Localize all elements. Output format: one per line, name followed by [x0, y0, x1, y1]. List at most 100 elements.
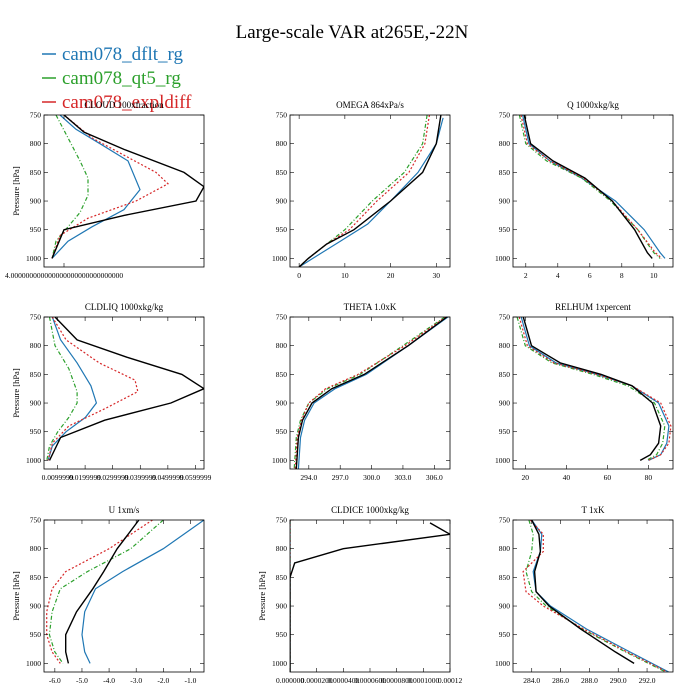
y-tick-label: 750	[276, 313, 288, 322]
series-line-cam078_expldiff	[298, 115, 430, 267]
panel-2: Q 1000xkg/kg 750 800 850 900 950 1000 2 4 6 8 10	[495, 100, 674, 280]
series-line-obs	[295, 317, 448, 469]
series-line-obs	[48, 317, 204, 461]
y-tick-label: 850	[30, 573, 42, 582]
x-tick-label: 300.0	[363, 473, 380, 482]
plot-frame	[512, 114, 674, 268]
y-tick-label: 900	[499, 197, 511, 206]
y-axis-label: Pressure [hPa]	[257, 571, 267, 621]
series-line-cam078_dflt_rg	[298, 117, 444, 267]
x-tick-label: 0	[297, 271, 301, 280]
x-tick-label: 30	[433, 271, 441, 280]
x-tick-label: -3.0	[130, 676, 142, 685]
series-line-cam078_expldiff	[522, 520, 668, 672]
series-line-obs	[531, 520, 635, 664]
plot-frame	[289, 519, 451, 673]
y-tick-label: 750	[499, 313, 511, 322]
y-tick-label: 900	[30, 399, 42, 408]
x-tick-label: 288.0	[581, 676, 598, 685]
y-tick-label: 850	[499, 370, 511, 379]
x-tick-label: 292.0	[639, 676, 656, 685]
x-tick-label: 20	[522, 473, 530, 482]
y-tick-label: 950	[276, 225, 288, 234]
x-tick-label: -1.0	[185, 676, 197, 685]
y-tick-label: 750	[499, 111, 511, 120]
y-tick-label: 750	[30, 313, 42, 322]
panel-5: RELHUM 1xpercent 750 800 850 900 950 1000 20 40 6…	[495, 302, 674, 482]
x-tick-label: 4.000000000000000000000000000000	[5, 271, 123, 280]
panel-4: THETA 1.0xK 750 800 850 900 950 1000 294.0 297.0…	[272, 302, 451, 482]
plot-frame	[43, 519, 205, 673]
series-line-cam078_expldiff	[46, 520, 153, 664]
figure-title: Large-scale VAR at265E,-22N	[236, 22, 469, 43]
series-line-cam078_dflt_rg	[531, 520, 669, 672]
y-tick-label: 1000	[26, 659, 41, 668]
series-line-cam078_dflt_rg	[520, 317, 670, 461]
plot-frame	[289, 316, 451, 470]
x-tick-label: 4	[556, 271, 560, 280]
y-tick-label: 900	[276, 399, 288, 408]
x-tick-label: -5.0	[76, 676, 88, 685]
x-tick-label: -4.0	[103, 676, 115, 685]
series-line-cam078_qt5_rg	[298, 115, 428, 267]
x-tick-label: 10	[341, 271, 349, 280]
y-tick-label: 850	[499, 168, 511, 177]
series-line-obs	[51, 115, 204, 259]
y-tick-label: 750	[276, 516, 288, 525]
y-tick-label: 850	[276, 573, 288, 582]
series-line-obs	[298, 115, 442, 267]
y-tick-label: 750	[30, 516, 42, 525]
y-tick-label: 800	[499, 139, 511, 148]
x-tick-label: 294.0	[300, 473, 317, 482]
series-line-cam078_dflt_rg	[47, 317, 98, 461]
y-tick-label: 1000	[26, 456, 41, 465]
x-tick-label: 0.0599999	[180, 473, 212, 482]
y-tick-label: 950	[276, 630, 288, 639]
series-line-cam078_qt5_rg	[51, 115, 89, 259]
plot-frame	[512, 316, 674, 470]
panel-title: THETA 1.0xK	[344, 302, 397, 312]
y-tick-label: 800	[30, 544, 42, 553]
y-tick-label: 850	[30, 370, 42, 379]
series-line-cam078_expldiff	[294, 317, 447, 469]
panels: CLOUD 100xfraction 750 800 850 900 950 1000 4.0…	[5, 100, 674, 685]
series-line-cam078_qt5_rg	[525, 520, 667, 672]
series-line-cam078_dflt_rg	[51, 115, 141, 259]
panel-1: OMEGA 864xPa/s 750 800 850 900 950 1000 0 10 20 30	[272, 100, 451, 280]
panel-title: RELHUM 1xpercent	[555, 302, 631, 312]
y-tick-label: 950	[276, 427, 288, 436]
series-line-cam078_expldiff	[518, 317, 672, 461]
y-tick-label: 950	[499, 630, 511, 639]
x-tick-label: 0.0000600	[354, 676, 386, 685]
y-tick-label: 1000	[272, 254, 287, 263]
y-tick-label: 1000	[272, 456, 287, 465]
y-tick-label: 950	[30, 630, 42, 639]
x-tick-label: 286.0	[552, 676, 569, 685]
legend-entry-0: cam078_dflt_rg	[62, 44, 184, 65]
panel-title: T 1xK	[581, 505, 605, 515]
series-line-obs	[523, 115, 653, 259]
y-axis-label: Pressure [hPa]	[11, 571, 21, 621]
y-tick-label: 950	[499, 427, 511, 436]
x-tick-label: 0.0299999	[97, 473, 129, 482]
series-line-cam078_qt5_rg	[293, 317, 446, 469]
series-line-cam078_qt5_rg	[46, 317, 78, 461]
x-tick-label: 0.0099999	[42, 473, 74, 482]
panel-title: CLDLIQ 1000xkg/kg	[85, 302, 164, 312]
series-line-obs	[290, 522, 450, 672]
x-tick-label: -6.0	[49, 676, 61, 685]
y-tick-label: 950	[499, 225, 511, 234]
x-tick-label: 0.0000800	[381, 676, 413, 685]
x-tick-label: 0.000000	[276, 676, 304, 685]
y-tick-label: 1000	[272, 659, 287, 668]
y-tick-label: 800	[30, 139, 42, 148]
x-tick-label: 0.0000200	[301, 676, 333, 685]
y-tick-label: 1000	[26, 254, 41, 263]
x-tick-label: 290.0	[610, 676, 627, 685]
y-tick-label: 900	[499, 399, 511, 408]
x-tick-label: 40	[563, 473, 571, 482]
y-tick-label: 950	[30, 225, 42, 234]
panel-title: CLOUD 100xfraction	[84, 100, 164, 110]
y-tick-label: 900	[276, 602, 288, 611]
